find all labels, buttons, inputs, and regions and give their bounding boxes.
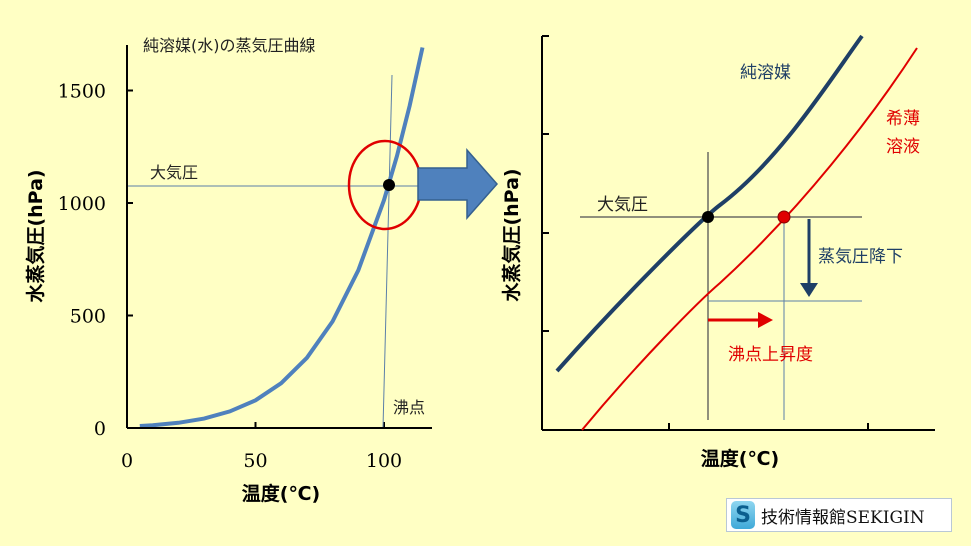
left-y-axis-label: 水蒸気圧(hPa) [24,169,47,302]
vp-lowering-arrow-icon [800,283,818,297]
left-x-axis-label: 温度(℃) [242,482,320,505]
bp-elevation-arrow-icon [758,312,773,328]
right-chart: 純溶媒 希薄 溶液 大気圧 蒸気圧降下 沸点上昇度 水蒸気圧(hPa) 温度(℃… [500,34,935,470]
sekigin-logo-icon: S [731,501,755,529]
right-y-axis-label: 水蒸気圧(hPa) [500,168,523,301]
left-x-tick-label: 0 [121,450,133,472]
transition-arrow-icon [417,148,499,220]
left-y-tick-label: 500 [70,306,106,328]
dilute-solution-curve [581,47,918,431]
right-axis-ticks [542,35,869,431]
left-y-tick-label: 0 [94,418,106,440]
boiling-point-line [382,74,393,429]
pure-solvent-curve [555,34,864,373]
pure-bp-marker [702,211,714,223]
right-x-axis-label: 温度(℃) [701,447,779,470]
solution-label-line1: 希薄 [886,109,920,129]
left-x-tick-label: 50 [243,450,267,472]
solution-bp-marker [777,210,791,224]
left-atm-label: 大気圧 [150,163,198,182]
solution-label-line2: 溶液 [886,137,920,157]
right-atm-label: 大気圧 [597,195,648,215]
left-y-tick-label: 1500 [58,81,106,103]
bp-elevation-label: 沸点上昇度 [728,345,813,365]
pure-solvent-label: 純溶媒 [740,63,791,83]
boiling-point-label: 沸点 [393,398,425,417]
left-chart: 純溶媒(水)の蒸気圧曲線 0 500 1000 1500 0 50 100 大気圧 沸点 水… [24,36,432,505]
left-chart-title: 純溶媒(水)の蒸気圧曲線 [143,36,316,55]
left-y-tick-label: 1000 [58,193,106,215]
sekigin-watermark-text: 技術情報館SEKIGIN [761,507,925,528]
sekigin-watermark: S 技術情報館SEKIGIN [726,498,952,532]
boiling-point-marker [383,179,395,191]
vp-lowering-label: 蒸気圧降下 [818,247,903,267]
vapor-pressure-curve [139,47,425,428]
left-x-tick-label: 100 [366,450,402,472]
